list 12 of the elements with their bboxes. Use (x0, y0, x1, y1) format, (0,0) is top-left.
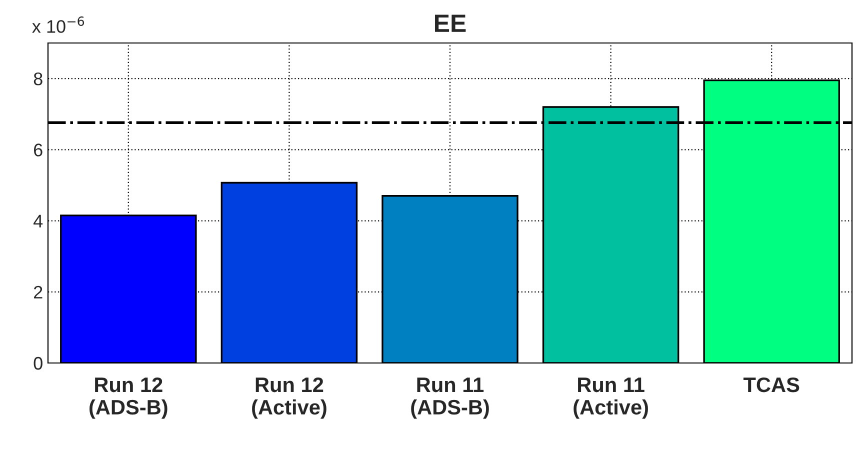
x-tick-label: Run 11 (ADS-B) (411, 378, 489, 419)
chart-title: EE (434, 14, 466, 32)
x-tick-label: Run 12 (ADS-B) (90, 377, 168, 419)
x-tick-label: Run 12 (Active) (252, 377, 326, 419)
y-tick-label: 6 (34, 144, 42, 156)
x-tick-label: Run 11 (Active) (574, 378, 648, 419)
y-tick-label: 4 (34, 214, 43, 228)
y-tick-label: 2 (34, 286, 42, 298)
text: x 10$^{−6}$ (32, 16, 84, 33)
y-tick-label: 0 (34, 356, 42, 370)
y-tick-label: 8 (34, 72, 42, 86)
x-tick-label: TCAS (743, 377, 800, 392)
